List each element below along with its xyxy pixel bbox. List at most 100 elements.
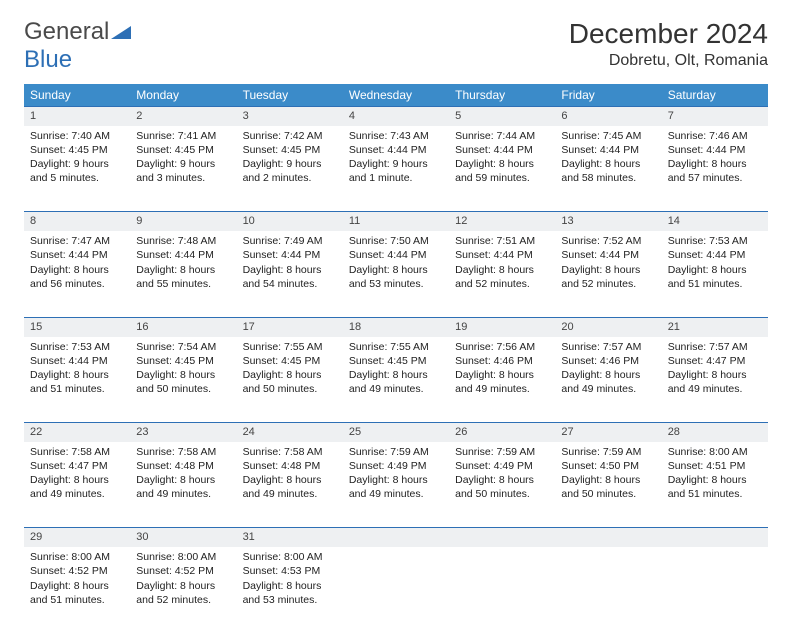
day-number-cell: 12 — [449, 212, 555, 231]
sunset-text: Sunset: 4:44 PM — [455, 248, 549, 262]
sunrise-text: Sunrise: 7:50 AM — [349, 234, 443, 248]
day-cell: Sunrise: 7:52 AMSunset: 4:44 PMDaylight:… — [555, 231, 661, 317]
sunset-text: Sunset: 4:45 PM — [136, 354, 230, 368]
sunset-text: Sunset: 4:48 PM — [243, 459, 337, 473]
day-cell: Sunrise: 7:58 AMSunset: 4:48 PMDaylight:… — [237, 442, 343, 528]
daylight-text: Daylight: 8 hours and 52 minutes. — [561, 263, 655, 291]
day-header: Tuesday — [237, 84, 343, 107]
day-number-cell: 3 — [237, 107, 343, 126]
day-number-cell: 31 — [237, 528, 343, 547]
day-number-row: 891011121314 — [24, 212, 768, 231]
day-cell: Sunrise: 7:42 AMSunset: 4:45 PMDaylight:… — [237, 126, 343, 212]
day-header: Thursday — [449, 84, 555, 107]
sunset-text: Sunset: 4:44 PM — [455, 143, 549, 157]
day-number-cell: 7 — [662, 107, 768, 126]
daylight-text: Daylight: 8 hours and 59 minutes. — [455, 157, 549, 185]
day-header: Monday — [130, 84, 236, 107]
sunrise-text: Sunrise: 7:44 AM — [455, 129, 549, 143]
day-number-cell: 27 — [555, 423, 661, 442]
day-number-cell: 1 — [24, 107, 130, 126]
sunset-text: Sunset: 4:53 PM — [243, 564, 337, 578]
daylight-text: Daylight: 8 hours and 49 minutes. — [455, 368, 549, 396]
day-number-cell: 15 — [24, 317, 130, 336]
sunrise-text: Sunrise: 7:43 AM — [349, 129, 443, 143]
sunset-text: Sunset: 4:44 PM — [349, 143, 443, 157]
day-number-cell — [555, 528, 661, 547]
day-cell: Sunrise: 7:55 AMSunset: 4:45 PMDaylight:… — [343, 337, 449, 423]
sunrise-text: Sunrise: 7:59 AM — [561, 445, 655, 459]
daylight-text: Daylight: 9 hours and 2 minutes. — [243, 157, 337, 185]
daylight-text: Daylight: 8 hours and 58 minutes. — [561, 157, 655, 185]
sunrise-text: Sunrise: 7:53 AM — [668, 234, 762, 248]
sunrise-text: Sunrise: 7:55 AM — [349, 340, 443, 354]
day-number-cell: 14 — [662, 212, 768, 231]
day-number-cell: 23 — [130, 423, 236, 442]
day-number-cell: 5 — [449, 107, 555, 126]
sunset-text: Sunset: 4:52 PM — [30, 564, 124, 578]
day-number-cell: 25 — [343, 423, 449, 442]
day-cell: Sunrise: 7:44 AMSunset: 4:44 PMDaylight:… — [449, 126, 555, 212]
day-cell: Sunrise: 7:41 AMSunset: 4:45 PMDaylight:… — [130, 126, 236, 212]
daylight-text: Daylight: 8 hours and 55 minutes. — [136, 263, 230, 291]
day-cell — [555, 547, 661, 633]
sunrise-text: Sunrise: 8:00 AM — [243, 550, 337, 564]
sunset-text: Sunset: 4:47 PM — [668, 354, 762, 368]
day-cell: Sunrise: 7:48 AMSunset: 4:44 PMDaylight:… — [130, 231, 236, 317]
location: Dobretu, Olt, Romania — [569, 52, 768, 70]
title-block: December 2024 Dobretu, Olt, Romania — [569, 18, 768, 70]
day-cell: Sunrise: 7:53 AMSunset: 4:44 PMDaylight:… — [662, 231, 768, 317]
day-number-cell: 24 — [237, 423, 343, 442]
sunset-text: Sunset: 4:52 PM — [136, 564, 230, 578]
sunrise-text: Sunrise: 8:00 AM — [136, 550, 230, 564]
sunrise-text: Sunrise: 7:59 AM — [349, 445, 443, 459]
sunrise-text: Sunrise: 7:58 AM — [136, 445, 230, 459]
day-cell: Sunrise: 7:59 AMSunset: 4:49 PMDaylight:… — [343, 442, 449, 528]
day-cell: Sunrise: 8:00 AMSunset: 4:52 PMDaylight:… — [24, 547, 130, 633]
day-number-cell: 18 — [343, 317, 449, 336]
day-number-cell: 30 — [130, 528, 236, 547]
day-cell: Sunrise: 7:53 AMSunset: 4:44 PMDaylight:… — [24, 337, 130, 423]
daylight-text: Daylight: 8 hours and 51 minutes. — [30, 579, 124, 607]
daylight-text: Daylight: 8 hours and 49 minutes. — [30, 473, 124, 501]
month-title: December 2024 — [569, 18, 768, 50]
day-number-cell: 13 — [555, 212, 661, 231]
day-cell: Sunrise: 7:58 AMSunset: 4:47 PMDaylight:… — [24, 442, 130, 528]
sunrise-text: Sunrise: 7:58 AM — [243, 445, 337, 459]
day-cell: Sunrise: 7:59 AMSunset: 4:50 PMDaylight:… — [555, 442, 661, 528]
day-cell: Sunrise: 7:40 AMSunset: 4:45 PMDaylight:… — [24, 126, 130, 212]
day-number-cell: 16 — [130, 317, 236, 336]
day-number-cell — [343, 528, 449, 547]
day-number-cell: 21 — [662, 317, 768, 336]
sunset-text: Sunset: 4:49 PM — [455, 459, 549, 473]
day-content-row: Sunrise: 7:53 AMSunset: 4:44 PMDaylight:… — [24, 337, 768, 423]
day-number-row: 15161718192021 — [24, 317, 768, 336]
logo-text-general: General — [24, 18, 109, 45]
sunrise-text: Sunrise: 7:57 AM — [668, 340, 762, 354]
daylight-text: Daylight: 8 hours and 53 minutes. — [349, 263, 443, 291]
day-cell: Sunrise: 8:00 AMSunset: 4:51 PMDaylight:… — [662, 442, 768, 528]
day-number-cell: 19 — [449, 317, 555, 336]
daylight-text: Daylight: 8 hours and 52 minutes. — [136, 579, 230, 607]
sunset-text: Sunset: 4:44 PM — [30, 354, 124, 368]
day-cell — [449, 547, 555, 633]
day-cell: Sunrise: 7:57 AMSunset: 4:46 PMDaylight:… — [555, 337, 661, 423]
day-cell: Sunrise: 7:56 AMSunset: 4:46 PMDaylight:… — [449, 337, 555, 423]
day-cell: Sunrise: 7:51 AMSunset: 4:44 PMDaylight:… — [449, 231, 555, 317]
day-number-cell: 9 — [130, 212, 236, 231]
sunset-text: Sunset: 4:44 PM — [30, 248, 124, 262]
sunrise-text: Sunrise: 7:49 AM — [243, 234, 337, 248]
sunrise-text: Sunrise: 7:47 AM — [30, 234, 124, 248]
sunrise-text: Sunrise: 7:46 AM — [668, 129, 762, 143]
daylight-text: Daylight: 8 hours and 50 minutes. — [455, 473, 549, 501]
sunset-text: Sunset: 4:50 PM — [561, 459, 655, 473]
sunrise-text: Sunrise: 7:42 AM — [243, 129, 337, 143]
daylight-text: Daylight: 8 hours and 49 minutes. — [136, 473, 230, 501]
day-number-cell: 4 — [343, 107, 449, 126]
sunset-text: Sunset: 4:45 PM — [30, 143, 124, 157]
sunrise-text: Sunrise: 7:59 AM — [455, 445, 549, 459]
calendar-table: Sunday Monday Tuesday Wednesday Thursday… — [24, 84, 768, 633]
sunset-text: Sunset: 4:44 PM — [349, 248, 443, 262]
day-cell: Sunrise: 7:47 AMSunset: 4:44 PMDaylight:… — [24, 231, 130, 317]
daylight-text: Daylight: 8 hours and 50 minutes. — [243, 368, 337, 396]
day-cell: Sunrise: 7:59 AMSunset: 4:49 PMDaylight:… — [449, 442, 555, 528]
